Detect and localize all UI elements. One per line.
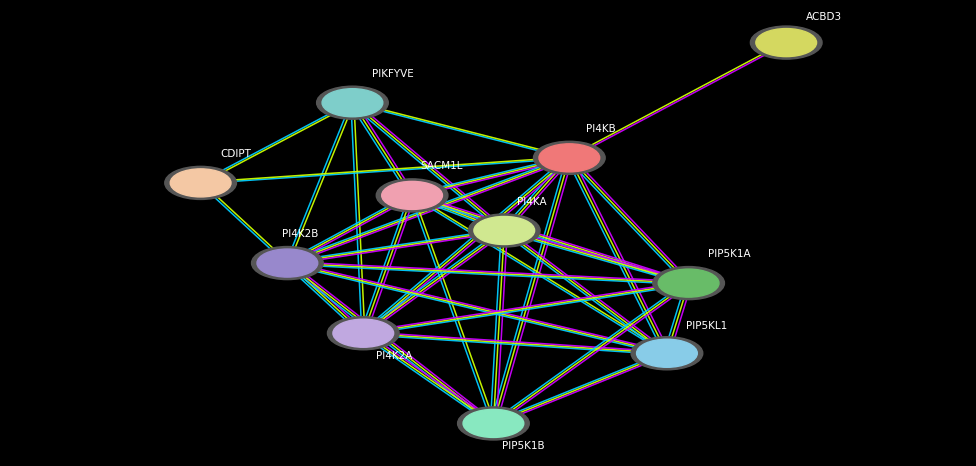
Circle shape	[252, 247, 323, 280]
Text: ACBD3: ACBD3	[806, 12, 842, 21]
Text: PI4KB: PI4KB	[586, 124, 615, 134]
Text: PI4KA: PI4KA	[517, 198, 547, 207]
Circle shape	[316, 86, 388, 119]
Circle shape	[751, 26, 822, 59]
Circle shape	[539, 144, 599, 172]
Circle shape	[328, 317, 399, 350]
Circle shape	[170, 169, 231, 197]
Circle shape	[333, 319, 393, 347]
Text: PIP5K1A: PIP5K1A	[709, 249, 751, 259]
Text: PIP5K1B: PIP5K1B	[502, 441, 545, 451]
Circle shape	[463, 409, 524, 438]
Circle shape	[534, 141, 605, 174]
Circle shape	[653, 267, 724, 300]
Circle shape	[377, 179, 448, 212]
Circle shape	[458, 407, 529, 440]
Text: CDIPT: CDIPT	[221, 149, 251, 159]
Circle shape	[474, 217, 535, 245]
Circle shape	[631, 337, 703, 370]
Circle shape	[636, 339, 697, 367]
Text: PIKFYVE: PIKFYVE	[372, 69, 414, 79]
Circle shape	[658, 269, 719, 297]
Circle shape	[755, 28, 817, 57]
Circle shape	[165, 166, 236, 199]
Text: PI4K2B: PI4K2B	[282, 229, 318, 239]
Circle shape	[468, 214, 540, 247]
Circle shape	[257, 249, 318, 277]
Circle shape	[382, 181, 442, 209]
Text: SACM1L: SACM1L	[421, 161, 464, 171]
Circle shape	[322, 89, 383, 117]
Text: PI4K2A: PI4K2A	[377, 351, 413, 361]
Text: PIP5KL1: PIP5KL1	[686, 321, 728, 331]
